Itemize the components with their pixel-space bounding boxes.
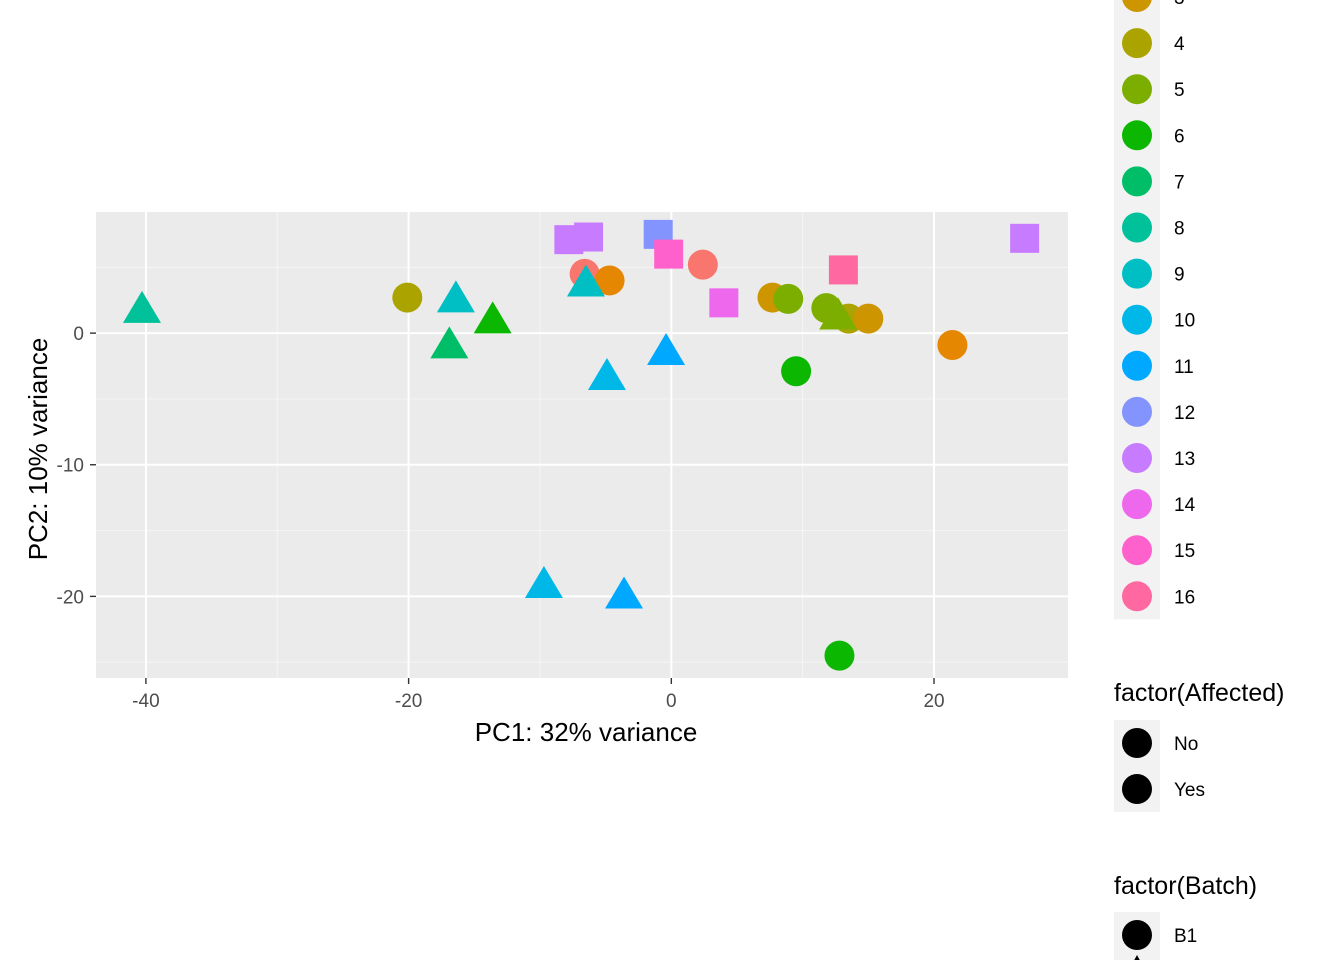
data-point-circle xyxy=(687,249,718,280)
affected-legend-label: Yes xyxy=(1174,780,1205,801)
batch-legend-key xyxy=(1122,920,1152,950)
data-point-square xyxy=(828,255,858,285)
color-legend-key xyxy=(1122,120,1152,151)
data-point-circle xyxy=(781,356,812,387)
data-point-circle xyxy=(392,282,423,313)
data-point-circle xyxy=(824,640,855,671)
affected-legend-key xyxy=(1122,774,1152,804)
color-legend-key xyxy=(1122,258,1152,289)
data-point-square xyxy=(709,288,739,318)
x-axis-label: PC1: 32% variance xyxy=(475,717,698,747)
color-legend-key xyxy=(1122,443,1152,473)
batch-legend: factor(Batch) B1 xyxy=(1114,872,1257,965)
data-point-triangle xyxy=(647,333,686,366)
y-axis-label: PC2: 10% variance xyxy=(23,338,53,561)
x-tick-label: -40 xyxy=(132,691,159,712)
color-legend-key xyxy=(1122,74,1152,105)
data-point-triangle xyxy=(436,280,475,313)
color-legend-key xyxy=(1122,166,1152,197)
color-legend-label: 13 xyxy=(1174,449,1195,470)
color-legend-label: 9 xyxy=(1174,265,1185,286)
data-point-triangle xyxy=(605,576,644,609)
color-legend-label: 3 xyxy=(1174,0,1185,9)
affected-legend-label: No xyxy=(1174,734,1198,755)
data-point-triangle xyxy=(819,297,858,330)
y-tick-label: -10 xyxy=(57,456,84,477)
x-tick-label: 20 xyxy=(923,691,944,712)
color-legend-key xyxy=(1122,489,1152,520)
affected-legend-title: factor(Affected) xyxy=(1114,679,1284,707)
color-legend-key xyxy=(1122,396,1152,427)
y-tick-label: 0 xyxy=(73,324,84,345)
data-point-triangle xyxy=(122,290,161,323)
data-points xyxy=(122,219,1040,671)
batch-legend-title: factor(Batch) xyxy=(1114,872,1257,900)
data-point-triangle xyxy=(524,566,563,599)
color-legend-key xyxy=(1122,212,1152,243)
color-legend-label: 5 xyxy=(1174,80,1185,101)
data-point-circle xyxy=(937,329,968,360)
data-point-circle xyxy=(853,303,884,334)
color-legend-key xyxy=(1122,0,1152,12)
color-legend-label: 10 xyxy=(1174,311,1195,332)
y-tick-label: -20 xyxy=(57,587,84,608)
color-legend-label: 6 xyxy=(1174,126,1185,147)
color-legend-key xyxy=(1122,535,1152,566)
color-legend-label: 12 xyxy=(1174,403,1195,424)
batch-legend-label: B1 xyxy=(1174,926,1197,947)
color-legend-label: 7 xyxy=(1174,172,1185,193)
color-legend-key xyxy=(1122,350,1152,381)
data-point-square xyxy=(1010,223,1040,253)
color-legend-label: 14 xyxy=(1174,495,1196,516)
color-legend-label: 15 xyxy=(1174,541,1195,562)
color-legend-key xyxy=(1122,28,1152,59)
data-point-square xyxy=(654,239,684,269)
color-legend-key xyxy=(1122,304,1152,335)
x-tick-label: -20 xyxy=(395,691,422,712)
color-legend-key xyxy=(1122,581,1152,612)
data-point-triangle xyxy=(566,264,605,297)
color-legend-label: 16 xyxy=(1174,587,1195,608)
data-point-square xyxy=(574,222,604,252)
color-legend-label: 8 xyxy=(1174,219,1185,240)
affected-legend: factor(Affected) No Yes xyxy=(1114,679,1284,812)
axes: -40 -20 0 20 0 -10 -20 PC1: 32% variance PC2: 10… xyxy=(23,324,945,747)
data-point-circle xyxy=(773,283,804,314)
x-tick-label: 0 xyxy=(666,691,677,712)
data-point-circle xyxy=(594,265,625,296)
affected-legend-key xyxy=(1122,728,1152,758)
color-legend-label: 4 xyxy=(1174,34,1185,55)
color-legend: 3 4 5 6 7 8 9 10 11 12 13 14 15 16 xyxy=(1114,0,1196,620)
data-point-triangle xyxy=(473,301,512,334)
color-legend-label: 11 xyxy=(1174,357,1194,378)
legend: 3 4 5 6 7 8 9 10 11 12 13 14 15 16 factor(Affected) No Y… xyxy=(1114,0,1284,965)
data-point-triangle xyxy=(430,326,469,359)
data-point-triangle xyxy=(587,358,626,391)
